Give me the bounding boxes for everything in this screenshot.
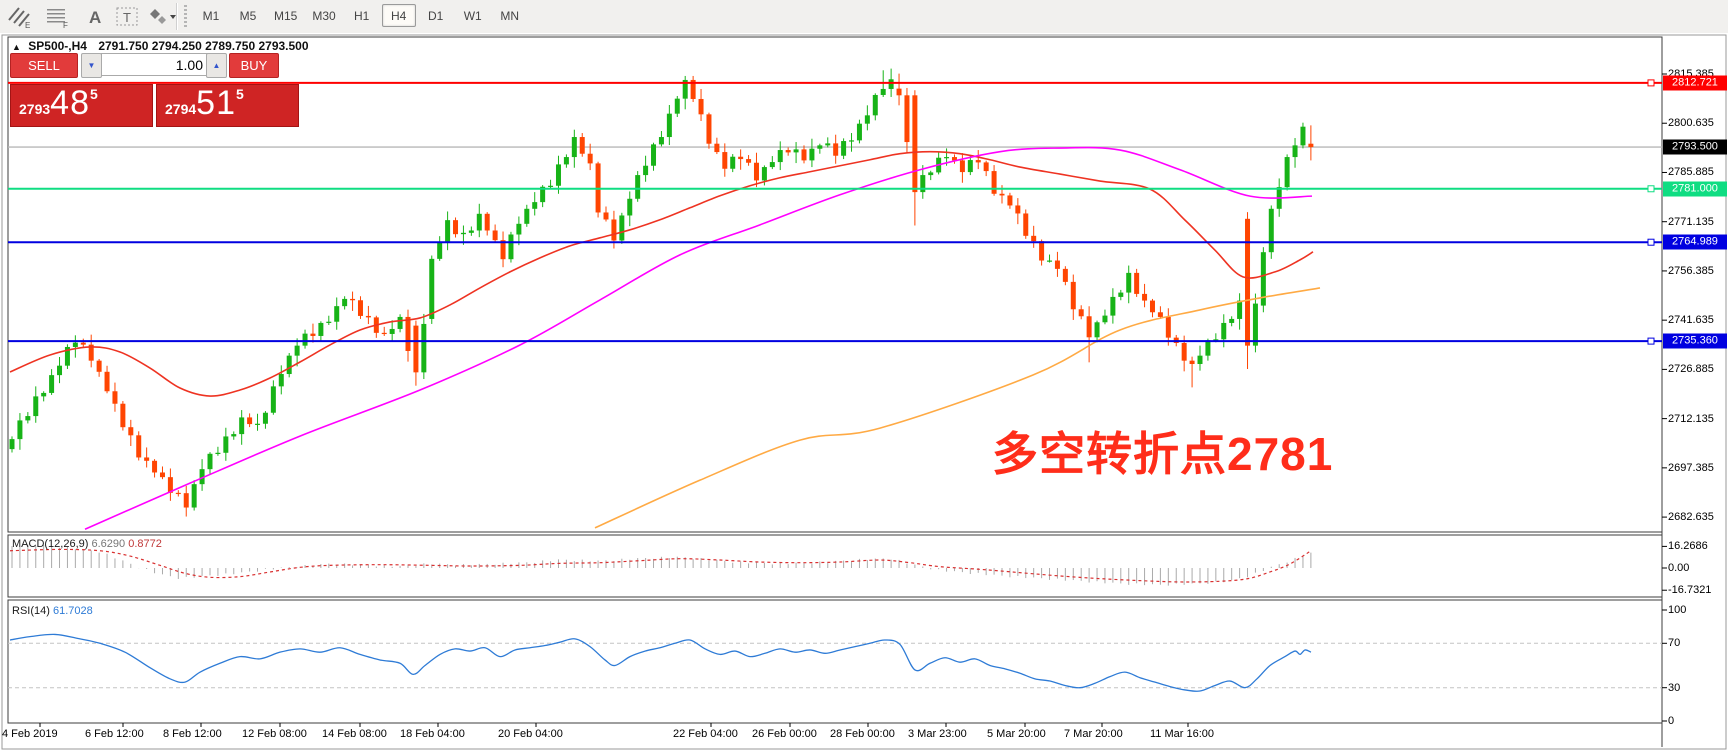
ask-big-digits: 51 bbox=[196, 84, 236, 122]
time-axis-label: 3 Mar 23:00 bbox=[908, 728, 967, 740]
price-tick-label: 2785.885 bbox=[1668, 166, 1714, 179]
hline-2781.000[interactable] bbox=[8, 185, 1662, 193]
text-label-icon[interactable]: A bbox=[82, 4, 108, 29]
price-tick-label: 2697.385 bbox=[1668, 461, 1714, 474]
macd-scale-label: -16.7321 bbox=[1668, 584, 1712, 597]
sell-button[interactable]: SELL bbox=[10, 53, 78, 78]
ohlc-values: 2791.750 2794.250 2789.750 2793.500 bbox=[98, 39, 309, 53]
collapse-icon[interactable]: ▲ bbox=[12, 42, 21, 52]
chart-annotation-text[interactable]: 多空转折点2781 bbox=[992, 428, 1334, 480]
rsi-scale-label: 30 bbox=[1668, 681, 1681, 694]
rsi-value: 61.7028 bbox=[52, 605, 93, 617]
volume-increase-button[interactable]: ▲ bbox=[206, 53, 227, 78]
shapes-menu-icon[interactable] bbox=[146, 4, 178, 29]
macd-main-value: 6.6290 bbox=[91, 538, 126, 550]
timeframe-button-h4[interactable]: H4 bbox=[381, 4, 416, 27]
current-price-badge: 2793.500 bbox=[1663, 139, 1727, 155]
timeframe-button-m30[interactable]: M30 bbox=[312, 9, 336, 23]
svg-text:T: T bbox=[123, 10, 131, 25]
bid-prefix: 2793 bbox=[19, 101, 51, 117]
macd-signal-value: 0.8772 bbox=[128, 538, 162, 550]
rsi-label: RSI(14) 61.7028 bbox=[12, 605, 93, 617]
buy-button[interactable]: BUY bbox=[229, 53, 279, 78]
price-line-badge[interactable]: 2764.989 bbox=[1663, 234, 1727, 250]
rsi-pane bbox=[8, 633, 1662, 692]
price-tick-label: 2771.135 bbox=[1668, 215, 1714, 228]
time-axis-label: 8 Feb 12:00 bbox=[163, 728, 222, 740]
price-line-badge[interactable]: 2781.000 bbox=[1663, 181, 1727, 197]
macd-pane bbox=[9, 544, 1312, 586]
svg-text:F: F bbox=[63, 21, 68, 29]
time-axis-label: 11 Mar 16:00 bbox=[1150, 728, 1215, 740]
chart-canvas bbox=[1, 34, 1727, 750]
ma-mid-magenta[interactable] bbox=[84, 146, 1313, 530]
bid-pip-digit: 5 bbox=[89, 86, 98, 102]
timeframe-button-mn[interactable]: MN bbox=[500, 9, 520, 23]
text-box-icon[interactable]: T bbox=[114, 4, 140, 29]
time-axis-label: 14 Feb 08:00 bbox=[322, 728, 387, 740]
fibonacci-grid-icon[interactable]: F bbox=[44, 4, 70, 29]
price-line-badge[interactable]: 2735.360 bbox=[1663, 333, 1727, 349]
toolbar-separator bbox=[176, 3, 178, 30]
toolbar-drag-handle[interactable] bbox=[184, 5, 187, 28]
time-axis-label: 5 Mar 20:00 bbox=[987, 728, 1046, 740]
price-tick-label: 2712.135 bbox=[1668, 412, 1714, 425]
macd-scale-label: 0.00 bbox=[1668, 562, 1690, 574]
svg-text:E: E bbox=[25, 21, 30, 29]
time-axis-label: 28 Feb 00:00 bbox=[830, 728, 895, 740]
bid-price-button[interactable]: 2793485 bbox=[10, 84, 153, 127]
timeframe-button-w1[interactable]: W1 bbox=[463, 9, 482, 23]
timeframe-button-m5[interactable]: M5 bbox=[239, 9, 257, 23]
price-tick-label: 2756.385 bbox=[1668, 264, 1714, 277]
timeframe-buttons: M1 M5 M15 M30 H1 H4 D1 W1 MN bbox=[194, 4, 530, 29]
rsi-scale-label: 70 bbox=[1668, 637, 1681, 650]
time-axis-label: 18 Feb 04:00 bbox=[400, 728, 465, 740]
hline-2735.360[interactable] bbox=[8, 337, 1662, 345]
chart-window: ▲ SP500-,H4 2791.750 2794.250 2789.750 2… bbox=[0, 33, 1728, 752]
channel-tool-icon[interactable]: E bbox=[6, 4, 32, 29]
ask-prefix: 2794 bbox=[165, 101, 197, 117]
ask-price-button[interactable]: 2794515 bbox=[156, 84, 299, 127]
pane-borders bbox=[1, 34, 1727, 750]
time-axis-label: 22 Feb 04:00 bbox=[673, 728, 738, 740]
time-axis-label: 20 Feb 04:00 bbox=[498, 728, 563, 740]
time-axis-label: 26 Feb 00:00 bbox=[752, 728, 817, 740]
rsi-line bbox=[9, 633, 1312, 692]
hline-2764.989[interactable] bbox=[8, 238, 1662, 246]
macd-label: MACD(12,26,9) 6.6290 0.8772 bbox=[12, 538, 162, 550]
svg-text:A: A bbox=[89, 8, 101, 27]
symbol-period: SP500-,H4 bbox=[28, 39, 87, 53]
price-tick-label: 2741.635 bbox=[1668, 314, 1714, 327]
chart-title: ▲ SP500-,H4 2791.750 2794.250 2789.750 2… bbox=[12, 39, 309, 53]
rsi-scale-label: 0 bbox=[1668, 715, 1675, 727]
price-tick-label: 2726.885 bbox=[1668, 363, 1714, 376]
ma-fast-red[interactable] bbox=[9, 150, 1314, 397]
price-line-badge[interactable]: 2812.721 bbox=[1663, 75, 1727, 91]
time-axis-label: 12 Feb 08:00 bbox=[242, 728, 307, 740]
candles bbox=[9, 68, 1314, 517]
volume-decrease-button[interactable]: ▼ bbox=[81, 53, 102, 78]
bid-big-digits: 48 bbox=[50, 84, 90, 122]
timeframe-button-h1[interactable]: H1 bbox=[354, 9, 370, 23]
time-axis-label: 7 Mar 20:00 bbox=[1064, 728, 1123, 740]
price-tick-label: 2682.635 bbox=[1668, 511, 1714, 524]
rsi-scale-label: 100 bbox=[1668, 604, 1687, 616]
timeframe-button-m15[interactable]: M15 bbox=[274, 9, 298, 23]
time-axis-label: 6 Feb 12:00 bbox=[85, 728, 144, 740]
axis-ticks bbox=[39, 73, 1667, 727]
macd-signal-line bbox=[9, 548, 1312, 583]
time-axis-label: 4 Feb 2019 bbox=[2, 728, 58, 740]
price-tick-label: 2800.635 bbox=[1668, 117, 1714, 130]
ma-slow-orange[interactable] bbox=[594, 287, 1321, 529]
hline-2812.721[interactable] bbox=[8, 79, 1662, 87]
ask-pip-digit: 5 bbox=[235, 86, 244, 102]
volume-input[interactable] bbox=[101, 53, 210, 76]
toolbar: E F A T bbox=[0, 0, 1728, 34]
macd-scale-label: 16.2686 bbox=[1668, 540, 1708, 553]
timeframe-button-d1[interactable]: D1 bbox=[428, 9, 444, 23]
timeframe-button-m1[interactable]: M1 bbox=[202, 9, 220, 23]
